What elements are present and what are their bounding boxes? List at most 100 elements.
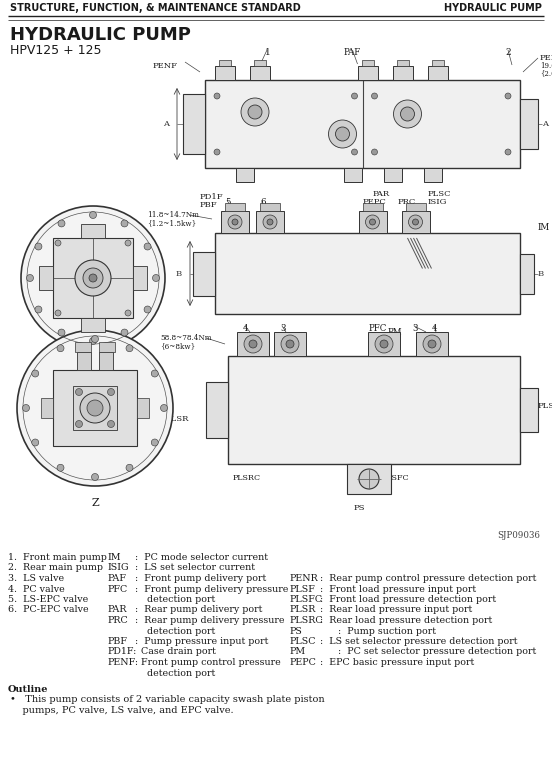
Bar bbox=[81, 224, 105, 238]
Text: ISIG: ISIG bbox=[427, 198, 447, 206]
Text: PLSC: PLSC bbox=[290, 637, 316, 646]
Text: {2.0~2.8kw}: {2.0~2.8kw} bbox=[540, 69, 552, 77]
Text: PLSR: PLSR bbox=[290, 605, 316, 614]
Circle shape bbox=[505, 149, 511, 155]
Text: 4: 4 bbox=[432, 324, 438, 333]
Text: PS: PS bbox=[353, 504, 365, 512]
Bar bbox=[219, 60, 231, 66]
Circle shape bbox=[380, 340, 388, 348]
Circle shape bbox=[108, 388, 114, 395]
Circle shape bbox=[126, 345, 133, 352]
Text: PLSF: PLSF bbox=[290, 584, 316, 594]
Bar bbox=[362, 60, 374, 66]
Text: HYDRAULIC PUMP: HYDRAULIC PUMP bbox=[444, 3, 542, 13]
Text: IM: IM bbox=[108, 553, 121, 562]
Circle shape bbox=[359, 469, 379, 489]
Text: :  Pump suction port: : Pump suction port bbox=[320, 627, 436, 636]
Bar bbox=[53, 370, 137, 446]
Bar bbox=[358, 211, 386, 233]
Text: :  Front load pressure input port: : Front load pressure input port bbox=[320, 584, 476, 594]
Circle shape bbox=[87, 400, 103, 416]
Bar bbox=[358, 66, 378, 80]
Text: PAR: PAR bbox=[373, 190, 390, 198]
Bar bbox=[392, 66, 412, 80]
Circle shape bbox=[375, 335, 393, 353]
Text: PAF: PAF bbox=[344, 48, 361, 57]
Text: PS: PS bbox=[290, 627, 303, 636]
Circle shape bbox=[89, 211, 97, 218]
Circle shape bbox=[32, 439, 39, 446]
Text: PBF: PBF bbox=[108, 637, 128, 646]
Text: HPV125 + 125: HPV125 + 125 bbox=[10, 44, 102, 57]
Text: A: A bbox=[163, 120, 169, 128]
Bar bbox=[236, 168, 254, 182]
Bar bbox=[432, 60, 443, 66]
Bar bbox=[99, 352, 113, 370]
Circle shape bbox=[152, 274, 160, 281]
Bar bbox=[228, 356, 520, 464]
Circle shape bbox=[232, 219, 238, 225]
Text: PLSRC: PLSRC bbox=[233, 474, 261, 482]
Text: STRUCTURE, FUNCTION, & MAINTENANCE STANDARD: STRUCTURE, FUNCTION, & MAINTENANCE STAND… bbox=[10, 3, 301, 13]
Bar bbox=[347, 464, 391, 494]
Bar bbox=[221, 211, 249, 233]
Text: B: B bbox=[176, 270, 182, 277]
Bar bbox=[520, 99, 538, 149]
Text: :  Rear load pressure detection port: : Rear load pressure detection port bbox=[320, 616, 492, 625]
Bar bbox=[77, 352, 91, 370]
Text: IM: IM bbox=[538, 223, 550, 232]
Text: A: A bbox=[542, 120, 548, 128]
Circle shape bbox=[267, 219, 273, 225]
Text: PAF: PAF bbox=[108, 574, 127, 583]
Bar bbox=[137, 398, 149, 418]
Bar bbox=[225, 203, 245, 211]
Bar bbox=[183, 94, 205, 154]
Text: detection port: detection port bbox=[135, 595, 215, 604]
Text: PLSRC: PLSRC bbox=[290, 616, 323, 625]
Bar bbox=[256, 211, 284, 233]
Text: 3: 3 bbox=[412, 324, 417, 333]
Bar bbox=[53, 238, 133, 318]
Text: :  Rear pump delivery port: : Rear pump delivery port bbox=[135, 605, 262, 614]
Text: B: B bbox=[538, 270, 544, 277]
Bar bbox=[215, 233, 520, 314]
Circle shape bbox=[161, 404, 167, 411]
Circle shape bbox=[32, 370, 39, 377]
Circle shape bbox=[89, 274, 97, 282]
Text: PM: PM bbox=[290, 647, 306, 656]
Circle shape bbox=[394, 100, 422, 128]
Text: PBF: PBF bbox=[200, 201, 217, 209]
Text: :  Front pump delivery port: : Front pump delivery port bbox=[135, 574, 266, 583]
Text: Z: Z bbox=[91, 498, 99, 508]
Text: PEPC: PEPC bbox=[290, 658, 317, 667]
Bar bbox=[99, 342, 115, 352]
Bar bbox=[133, 266, 147, 290]
Circle shape bbox=[328, 120, 357, 148]
Circle shape bbox=[23, 404, 29, 411]
Circle shape bbox=[58, 329, 65, 336]
Text: :  PC mode selector current: : PC mode selector current bbox=[135, 553, 268, 562]
Bar bbox=[427, 66, 448, 80]
Text: PAR: PAR bbox=[108, 605, 128, 614]
Bar bbox=[250, 66, 270, 80]
Circle shape bbox=[151, 439, 158, 446]
Text: :  EPC basic pressure input port: : EPC basic pressure input port bbox=[320, 658, 474, 667]
Circle shape bbox=[55, 240, 61, 246]
Circle shape bbox=[248, 105, 262, 119]
Bar bbox=[423, 168, 442, 182]
Circle shape bbox=[57, 345, 64, 352]
Bar bbox=[215, 66, 235, 80]
Text: PLSFC: PLSFC bbox=[382, 474, 410, 482]
Circle shape bbox=[35, 243, 42, 250]
Text: 3: 3 bbox=[280, 324, 285, 333]
Text: :  Front load pressure detection port: : Front load pressure detection port bbox=[320, 595, 496, 604]
Circle shape bbox=[125, 240, 131, 246]
Text: PRC: PRC bbox=[108, 616, 129, 625]
Circle shape bbox=[121, 329, 128, 336]
Text: detection port: detection port bbox=[135, 669, 215, 677]
Text: PLSF: PLSF bbox=[538, 402, 552, 410]
Text: PRC: PRC bbox=[397, 198, 416, 206]
Bar bbox=[520, 254, 534, 293]
Text: {6~8kw}: {6~8kw} bbox=[160, 342, 195, 350]
Circle shape bbox=[244, 335, 262, 353]
